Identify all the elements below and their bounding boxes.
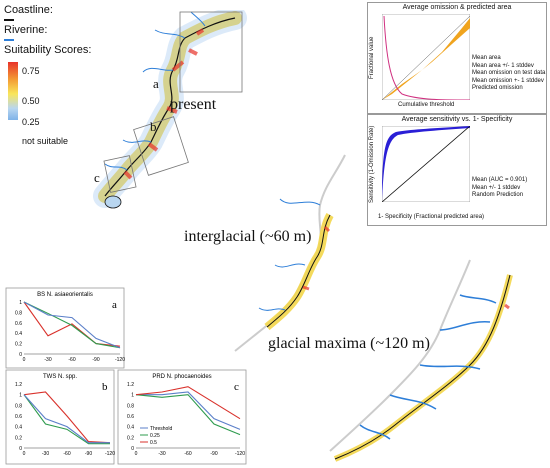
roc-chart-title: Average sensitivity vs. 1- Specificity	[401, 116, 513, 123]
y-tick-label: 0.2	[127, 435, 134, 441]
legend-label: Threshold	[150, 426, 172, 432]
x-tick-label: 0	[23, 357, 26, 363]
roc-chart-xlabel: 1- Specificity (Fractional predicted are…	[378, 214, 485, 220]
region-label-b: b	[150, 119, 157, 134]
x-tick-label: -90	[210, 451, 217, 457]
tick-050: 0.50	[22, 96, 40, 106]
chart-frame	[5, 369, 115, 465]
series-line	[135, 386, 241, 420]
y-tick-label: 1.2	[127, 382, 134, 388]
series-line	[23, 394, 110, 444]
omission-legend-predicted: Predicted omission	[472, 85, 523, 91]
omission-chart-legend: Mean area Mean area +/- 1 stddev Mean om…	[472, 55, 545, 93]
x-tick-label: -120	[235, 451, 245, 457]
x-tick-label: -60	[63, 451, 70, 457]
x-tick-label: -30	[158, 451, 165, 457]
riverine-label: Riverine:	[4, 24, 48, 36]
y-tick-label: 0.8	[127, 403, 134, 409]
omission-chart-panel: Average omission & predicted area Fracti…	[367, 2, 547, 114]
line-charts: BS N. asiaeorientalis a 0 0.2 0.4 0.6 0.8 1 0 -30…	[5, 287, 247, 465]
glacial-maxima-map	[329, 259, 513, 462]
legend-label: 0.5	[150, 440, 157, 446]
suitability-color-bar	[8, 62, 18, 120]
y-tick-label: 0.8	[15, 403, 22, 409]
chart-frame	[5, 287, 125, 369]
x-tick-label: -30	[42, 451, 49, 457]
chart-title: PRD N. phocaenoides	[152, 374, 211, 380]
present-label: present	[170, 96, 217, 113]
chart-title: TWS N. spp.	[43, 374, 77, 380]
series-line	[136, 391, 241, 430]
interglacial-label: interglacial (~60 m)	[184, 228, 312, 245]
roc-legend-mean: Mean (AUC = 0.901)	[472, 177, 528, 183]
region-label-a: a	[153, 76, 159, 91]
y-tick-label: 0.6	[15, 414, 22, 420]
omission-legend-mean-area: Mean area	[472, 55, 501, 61]
suitability-label: Suitability Scores:	[4, 44, 92, 56]
chart-title: BS N. asiaeorientalis	[37, 292, 93, 298]
series-line	[23, 301, 121, 349]
y-tick-label: 0.2	[15, 435, 22, 441]
y-tick-label: 0.6	[127, 414, 134, 420]
chart-frame	[117, 369, 247, 465]
y-tick-label: 1	[131, 393, 134, 399]
y-tick-label: 0.4	[15, 425, 22, 431]
x-tick-label: -30	[44, 357, 51, 363]
tick-025: 0.25	[22, 117, 40, 127]
omission-chart-xlabel: Cumulative threshold	[398, 102, 455, 108]
series-line	[23, 391, 111, 444]
series-line	[135, 394, 241, 436]
x-tick-label: 0	[135, 451, 138, 457]
y-tick-label: 0	[19, 352, 22, 358]
roc-chart-ylabel: Sensitivity (1-Omission Rate)	[369, 125, 375, 203]
omission-legend-test-omission: Mean omission on test data	[472, 70, 546, 76]
tick-not-suitable: not suitable	[22, 136, 69, 146]
interglacial-map	[234, 154, 346, 352]
x-tick-label: -60	[184, 451, 191, 457]
roc-chart-plot	[382, 126, 470, 202]
legend-label: 0.25	[150, 433, 160, 439]
y-tick-label: 0	[131, 446, 134, 452]
roc-chart-legend: Mean (AUC = 0.901) Mean +/- 1 stddev Ran…	[472, 177, 527, 200]
x-tick-label: -90	[92, 357, 99, 363]
omission-legend-area-std: Mean area +/- 1 stddev	[472, 62, 534, 69]
y-tick-label: 0.2	[15, 342, 22, 348]
y-tick-label: 0.8	[15, 310, 22, 316]
y-tick-label: 1	[19, 300, 22, 306]
coastline-swatch	[4, 19, 14, 21]
panel-label: c	[234, 381, 239, 393]
glacial-maxima-label: glacial maxima (~120 m)	[268, 335, 430, 352]
series-line	[23, 301, 121, 349]
omission-legend-omission-std: Mean omission +- 1 stddev	[472, 77, 544, 84]
riverine-swatch	[4, 39, 14, 41]
region-label-c: c	[94, 170, 100, 185]
series-line	[23, 394, 110, 445]
x-tick-label: -90	[85, 451, 92, 457]
x-tick-label: -120	[115, 357, 125, 363]
y-tick-label: 1.2	[15, 382, 22, 388]
tick-075: 0.75	[22, 66, 40, 76]
omission-chart-plot	[382, 14, 470, 100]
panel-label: b	[102, 381, 108, 393]
y-tick-label: 1	[19, 393, 22, 399]
x-tick-label: 0	[23, 451, 26, 457]
x-tick-label: -120	[105, 451, 115, 457]
omission-chart-title: Average omission & predicted area	[402, 4, 512, 11]
y-tick-label: 0.4	[15, 331, 22, 337]
omission-chart-ylabel: Fractional value	[369, 36, 375, 79]
coastline-label: Coastline:	[4, 4, 53, 16]
present-map	[93, 10, 247, 209]
roc-legend-random: Random Prediction	[472, 192, 524, 198]
panel-label: a	[112, 299, 117, 311]
y-tick-label: 0.6	[15, 321, 22, 327]
y-tick-label: 0.4	[127, 425, 134, 431]
y-tick-label: 0	[19, 446, 22, 452]
x-tick-label: -60	[68, 357, 75, 363]
roc-legend-std: Mean +/- 1 stddev	[472, 184, 521, 191]
roc-chart-panel: Average sensitivity vs. 1- Specificity S…	[367, 114, 547, 226]
